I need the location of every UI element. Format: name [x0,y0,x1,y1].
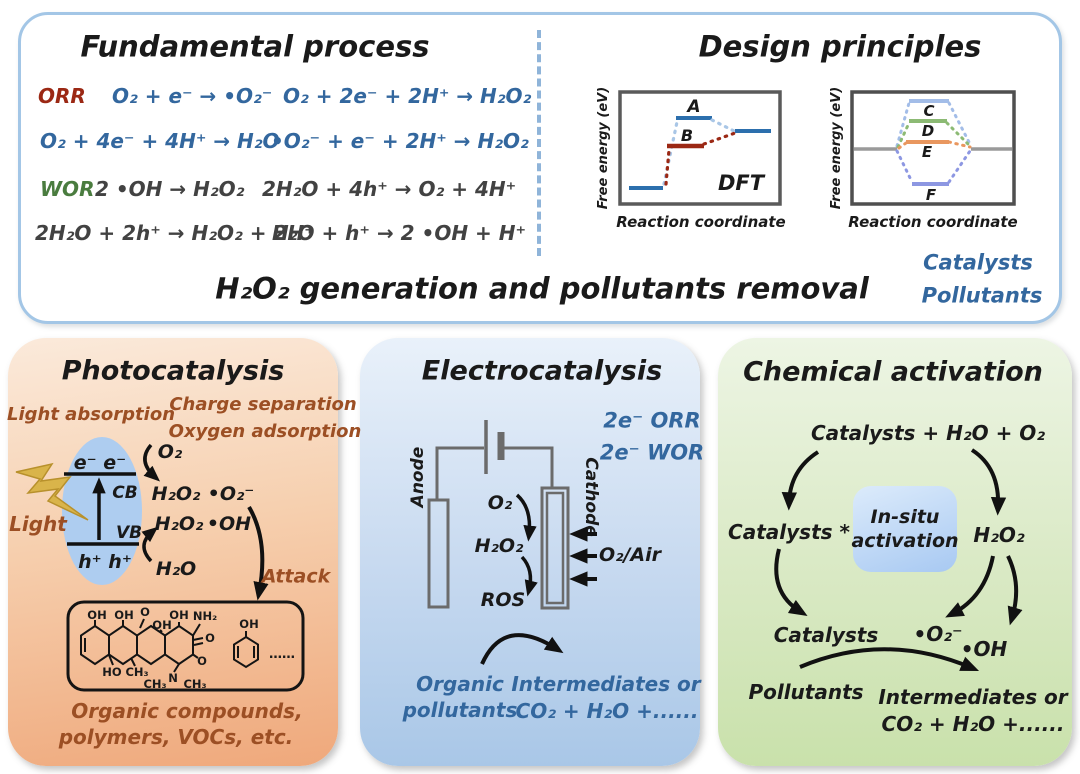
equation-orr3: O₂ + 4e⁻ + 4H⁺ → H₂O [40,129,280,153]
chem-oh-label: •OH [960,637,1008,661]
chem-pollutants-label: Pollutants [748,680,864,704]
dashed-divider [537,30,541,256]
insitu-line1: In-situ [870,505,940,528]
photo-caption-line2: polymers, VOCs, etc. [58,725,294,749]
reactants-label: Catalysts + H₂O + O₂ [810,421,1046,445]
electrocatalysis-title: Electrocatalysis [421,355,663,387]
electrocatalysis-panel [360,338,700,766]
charge-separation-label: Charge separation [169,394,357,415]
catalysts-star-label: Catalysts * [728,520,850,544]
chem-products-line1: Intermediates or [878,685,1068,709]
orr-label: ORR [38,84,86,108]
organic-pollutants-line2: pollutants [402,698,518,722]
photocatalysis-title: Photocatalysis [61,355,285,387]
wor-label: WOR [40,177,95,201]
equation-orr1: O₂ + e⁻ → •O₂⁻ [112,84,273,108]
equation-wor1: 2 •OH → H₂O₂ [95,177,245,201]
equation-wor4: H₂O + h⁺ → 2 •OH + H⁺ [272,221,527,245]
equation-orr2: O₂ + 2e⁻ + 2H⁺ → H₂O₂ [283,84,532,108]
chem-catalysts-label: Catalysts [773,623,879,647]
chem-products-line2: CO₂ + H₂O +...... [881,712,1065,736]
elec-products-line2: CO₂ + H₂O +...... [515,699,699,723]
insitu-line2: activation [851,529,959,552]
light-absorption-label: Light absorption [6,404,176,425]
equation-wor3: 2H₂O + 2h⁺ → H₂O₂ + 2H⁺ [35,221,315,245]
pollutants-legend: Pollutants [921,283,1043,308]
chem-superoxide-label: •O₂⁻ [913,622,963,646]
photo-caption-line1: Organic compounds, [71,699,303,723]
2e-orr-label: 2e⁻ ORR [603,408,701,433]
banner-title: H₂O₂ generation and pollutants removal [215,271,869,306]
attack-label: Attack [261,565,331,588]
elec-products-line1: Intermediates or [511,672,701,696]
equation-wor2: 2H₂O + 4h⁺ → O₂ + 4H⁺ [262,177,517,201]
design-principles-title: Design principles [698,29,982,64]
light-label: Light [9,512,67,536]
chem-h2o2-label: H₂O₂ [973,523,1025,547]
oxygen-adsorption-label: Oxygen adsorption [168,421,362,442]
chemical-activation-title: Chemical activation [743,356,1043,388]
insitu-activation-box: In-situ activation [851,486,959,572]
fundamental-process-title: Fundamental process [80,29,430,64]
2e-wor-label: 2e⁻ WOR [599,440,705,465]
equation-orr4: •O₂⁻ + e⁻ + 2H⁺ → H₂O₂ [271,129,529,153]
catalysts-legend: Catalysts [923,250,1033,275]
organic-pollutants-line1: Organic [416,672,504,696]
